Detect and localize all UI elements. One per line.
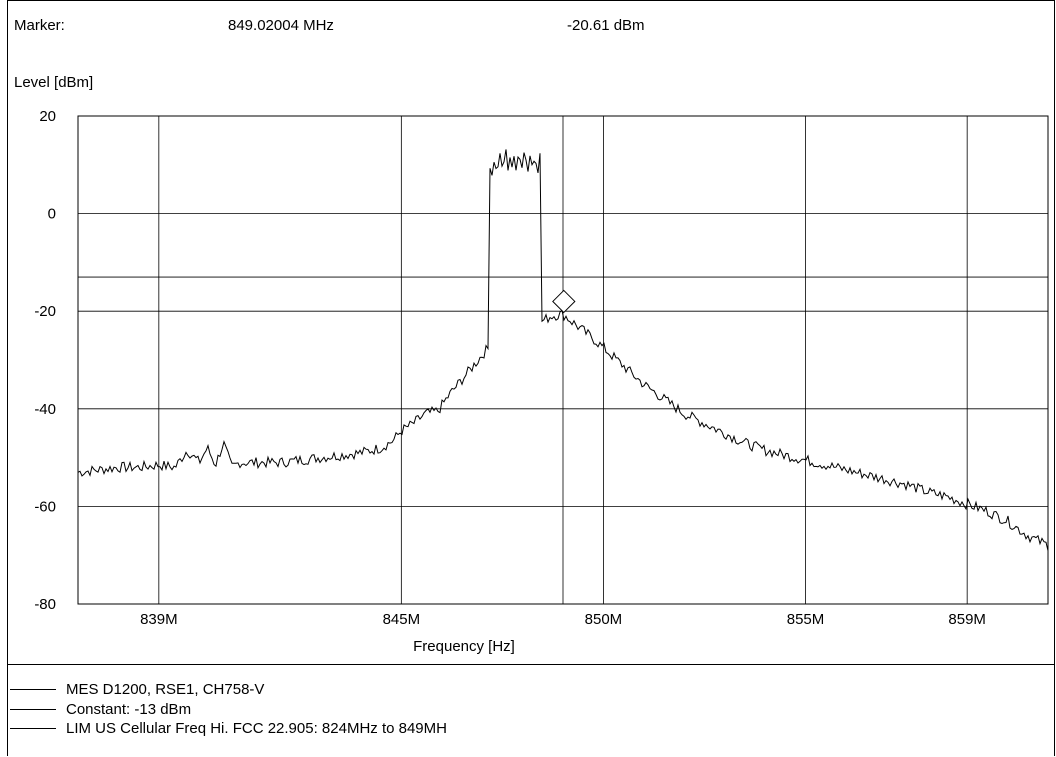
legend-text: LIM US Cellular Freq Hi. FCC 22.905: 824… bbox=[66, 720, 447, 737]
y-tick-label: 0 bbox=[48, 206, 56, 223]
y-axis-label: Level [dBm] bbox=[14, 74, 94, 91]
legend-swatch bbox=[10, 709, 56, 710]
chart-frame bbox=[7, 0, 1055, 756]
trace-group bbox=[77, 149, 1049, 551]
legend-swatch bbox=[10, 728, 56, 729]
legend-text: MES D1200, RSE1, CH758-V bbox=[66, 681, 265, 698]
x-tick-label: 839M bbox=[140, 611, 178, 628]
legend-text: Constant: -13 dBm bbox=[66, 701, 192, 718]
legend-separator bbox=[7, 664, 1055, 665]
legend-item-measurement: MES D1200, RSE1, CH758-V bbox=[10, 681, 264, 698]
x-tick-label: 850M bbox=[585, 611, 623, 628]
grid-lines bbox=[77, 115, 1049, 605]
tick-labels: 20 0 -20 -40 -60 -80 839M 845M 850M 855M 859M bbox=[34, 108, 986, 628]
y-tick-label: -40 bbox=[34, 401, 56, 418]
measurement-trace bbox=[77, 149, 1049, 551]
legend-swatch bbox=[10, 689, 56, 690]
x-tick-label: 845M bbox=[383, 611, 421, 628]
marker-frequency: 849.02004 MHz bbox=[228, 17, 334, 34]
spectrum-chart: 20 0 -20 -40 -60 -80 839M 845M 850M 855M 859M Freq… bbox=[34, 108, 1049, 655]
x-tick-label: 855M bbox=[787, 611, 825, 628]
marker-diamond bbox=[552, 289, 576, 314]
marker-group bbox=[552, 289, 576, 314]
legend-item-limit: LIM US Cellular Freq Hi. FCC 22.905: 824… bbox=[10, 720, 447, 737]
y-tick-label: -80 bbox=[34, 596, 56, 613]
y-tick-label: -20 bbox=[34, 303, 56, 320]
marker-level: -20.61 dBm bbox=[567, 17, 645, 34]
y-tick-label: 20 bbox=[39, 108, 56, 125]
legend-item-constant: Constant: -13 dBm bbox=[10, 701, 191, 718]
x-axis-label: Frequency [Hz] bbox=[413, 638, 515, 655]
marker-label: Marker: bbox=[14, 17, 65, 34]
y-tick-label: -60 bbox=[34, 498, 56, 515]
x-tick-label: 859M bbox=[948, 611, 986, 628]
